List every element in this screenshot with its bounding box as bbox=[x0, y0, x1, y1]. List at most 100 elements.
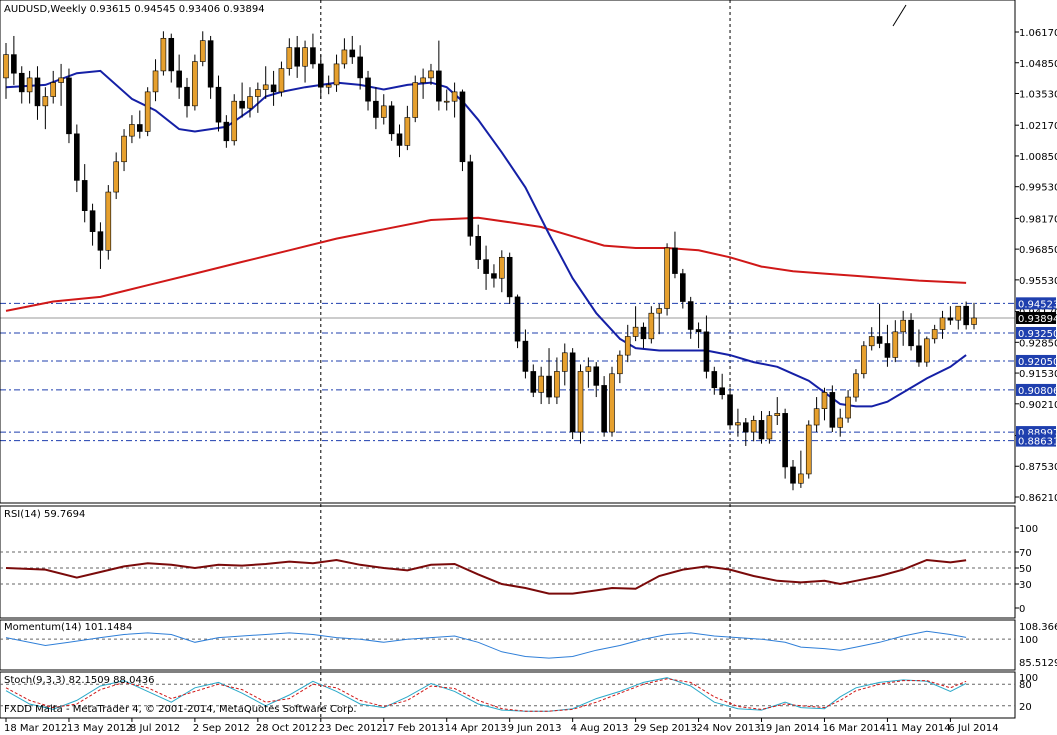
candle-bear bbox=[89, 210, 96, 232]
candle-bear bbox=[876, 336, 883, 344]
candle-bull bbox=[428, 70, 434, 79]
candle-bull bbox=[278, 68, 285, 93]
candle-bull bbox=[152, 70, 159, 93]
stoch-tick-label: 20 bbox=[1019, 702, 1032, 713]
stoch-pane[interactable]: Stoch(9,3,3) 82.1509 88.0436 FXDD Malta … bbox=[0, 671, 1016, 719]
price-pane-frame bbox=[0, 0, 1016, 504]
candle-bull bbox=[121, 135, 127, 163]
candle-bear bbox=[81, 180, 88, 211]
candle-bull bbox=[333, 63, 340, 86]
rsi-tick-label: 30 bbox=[1019, 580, 1032, 591]
rsi-tick-label: 0 bbox=[1019, 604, 1025, 615]
candle-bear bbox=[349, 49, 356, 58]
candle-bear bbox=[782, 413, 788, 468]
time-tick-label: 14 Apr 2013 bbox=[445, 723, 507, 734]
momentum-pane[interactable]: Momentum(14) 101.1484 bbox=[0, 619, 1016, 671]
time-tick-label: 24 Nov 2013 bbox=[697, 723, 761, 734]
candle-bear bbox=[829, 392, 836, 428]
ma-slow-layer bbox=[5, 216, 967, 312]
candle-bear bbox=[34, 77, 41, 107]
momentum-pane-frame bbox=[0, 619, 1016, 671]
candle-bull bbox=[255, 89, 261, 97]
candle-bear bbox=[357, 56, 363, 79]
time-tick-label: 16 Mar 2014 bbox=[822, 723, 885, 734]
candle-bear bbox=[483, 259, 489, 274]
trend-line-drawing[interactable] bbox=[892, 4, 907, 27]
candle-bull bbox=[609, 373, 615, 433]
price-level-tag bbox=[1016, 354, 1056, 367]
candle-bull bbox=[499, 256, 505, 279]
candle-bull bbox=[656, 308, 663, 314]
candle-bear bbox=[908, 319, 914, 347]
momentum-header: Momentum(14) 101.1484 bbox=[4, 622, 132, 633]
candle-bull bbox=[821, 392, 828, 410]
candle-bull bbox=[113, 161, 119, 193]
rsi-header: RSI(14) 59.7694 bbox=[4, 509, 85, 520]
price-tick-label: 0.99530 bbox=[1019, 183, 1057, 194]
price-level-tag bbox=[1016, 297, 1056, 310]
candle-bull bbox=[105, 191, 112, 251]
candle-bear bbox=[727, 394, 733, 426]
stoch-layer bbox=[0, 677, 1015, 712]
rsi-tick-label: 50 bbox=[1019, 564, 1032, 575]
candle-bear bbox=[97, 231, 104, 251]
price-tick-label: 1.02170 bbox=[1019, 121, 1057, 132]
candle-bull bbox=[892, 331, 899, 358]
candle-bull bbox=[805, 424, 812, 475]
candle-bull bbox=[192, 61, 198, 107]
candle-bear bbox=[294, 47, 300, 67]
price-tick-label: 0.86210 bbox=[1019, 493, 1057, 504]
candle-bull bbox=[861, 345, 867, 375]
time-tick-label: 4 Aug 2013 bbox=[571, 723, 629, 734]
candle-bear bbox=[223, 121, 230, 142]
candle-bear bbox=[215, 86, 222, 123]
price-level-tag bbox=[1016, 326, 1056, 339]
candle-bear bbox=[168, 37, 175, 72]
candle-bear bbox=[884, 343, 891, 358]
candle-bull bbox=[247, 96, 253, 109]
candle-bull bbox=[554, 371, 560, 398]
price-level-label: 0.88631 bbox=[1018, 437, 1057, 448]
candle-bear bbox=[758, 420, 765, 440]
candle-bull bbox=[325, 84, 332, 88]
price-pane[interactable]: AUDUSD,Weekly 0.93615 0.94545 0.93406 0.… bbox=[0, 0, 1016, 504]
rsi-tick-label: 100 bbox=[1019, 524, 1038, 535]
candle-bear bbox=[530, 371, 537, 393]
candle-bear bbox=[680, 273, 686, 302]
candle-bull bbox=[585, 366, 592, 372]
candle-bull bbox=[813, 408, 820, 426]
candle-bear bbox=[695, 329, 702, 333]
candle-bull bbox=[144, 91, 151, 132]
candle-bull bbox=[42, 96, 49, 107]
candle-bull bbox=[451, 91, 458, 102]
candle-bull bbox=[577, 371, 584, 433]
candle-bear bbox=[593, 366, 600, 386]
price-tick-label: 0.96850 bbox=[1019, 245, 1057, 256]
price-tick-label: 1.03530 bbox=[1019, 90, 1057, 101]
candle-bear bbox=[601, 385, 607, 433]
candle-bull bbox=[286, 47, 293, 69]
candle-bull bbox=[900, 319, 906, 333]
rsi-layer bbox=[0, 551, 1015, 595]
candle-bear bbox=[491, 273, 497, 279]
price-level-tag bbox=[1016, 383, 1056, 396]
time-tick-label: 8 Jul 2012 bbox=[130, 723, 180, 734]
candle-bear bbox=[136, 124, 143, 132]
rsi-pane[interactable]: RSI(14) 59.7694 bbox=[0, 505, 1016, 619]
candle-bull bbox=[750, 420, 757, 433]
price-scale[interactable]: 1.06170 1.04850 1.03530 1.02170 1.00850 0.995… bbox=[1015, 28, 1057, 713]
candle-bear bbox=[310, 47, 316, 65]
time-tick-label: 2 Sep 2012 bbox=[193, 723, 250, 734]
candle-bear bbox=[459, 91, 466, 163]
candle-bear bbox=[436, 70, 442, 102]
candle-bull bbox=[404, 117, 411, 146]
candle-bear bbox=[373, 100, 379, 118]
time-tick-label: 23 Dec 2012 bbox=[319, 723, 383, 734]
rsi-pane-frame bbox=[0, 505, 1016, 619]
candle-bull bbox=[632, 326, 639, 337]
momentum-tick-label: 100 bbox=[1019, 635, 1038, 646]
candle-bear bbox=[790, 466, 796, 484]
candle-bull bbox=[955, 305, 962, 321]
